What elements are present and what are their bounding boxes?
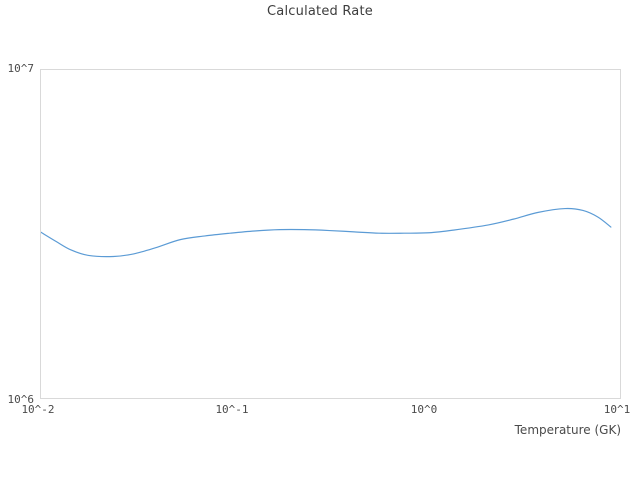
chart-title: Calculated Rate [267,4,373,19]
y-tick-label-1e7: 10^7 [7,62,35,75]
x-tick-label-1e-2: 10^-2 [21,403,55,416]
rate-line-plot [41,207,612,258]
x-tick-label-1e1: 10^1 [603,403,631,416]
x-tick-label-1e0: 10^0 [410,403,438,416]
x-axis-label: Temperature (GK) [514,423,621,437]
rate-line [41,207,612,258]
x-tick-label-1e-1: 10^-1 [215,403,249,416]
y-tick-label-1e6: 10^6 [7,393,35,406]
plot-area [40,69,621,399]
